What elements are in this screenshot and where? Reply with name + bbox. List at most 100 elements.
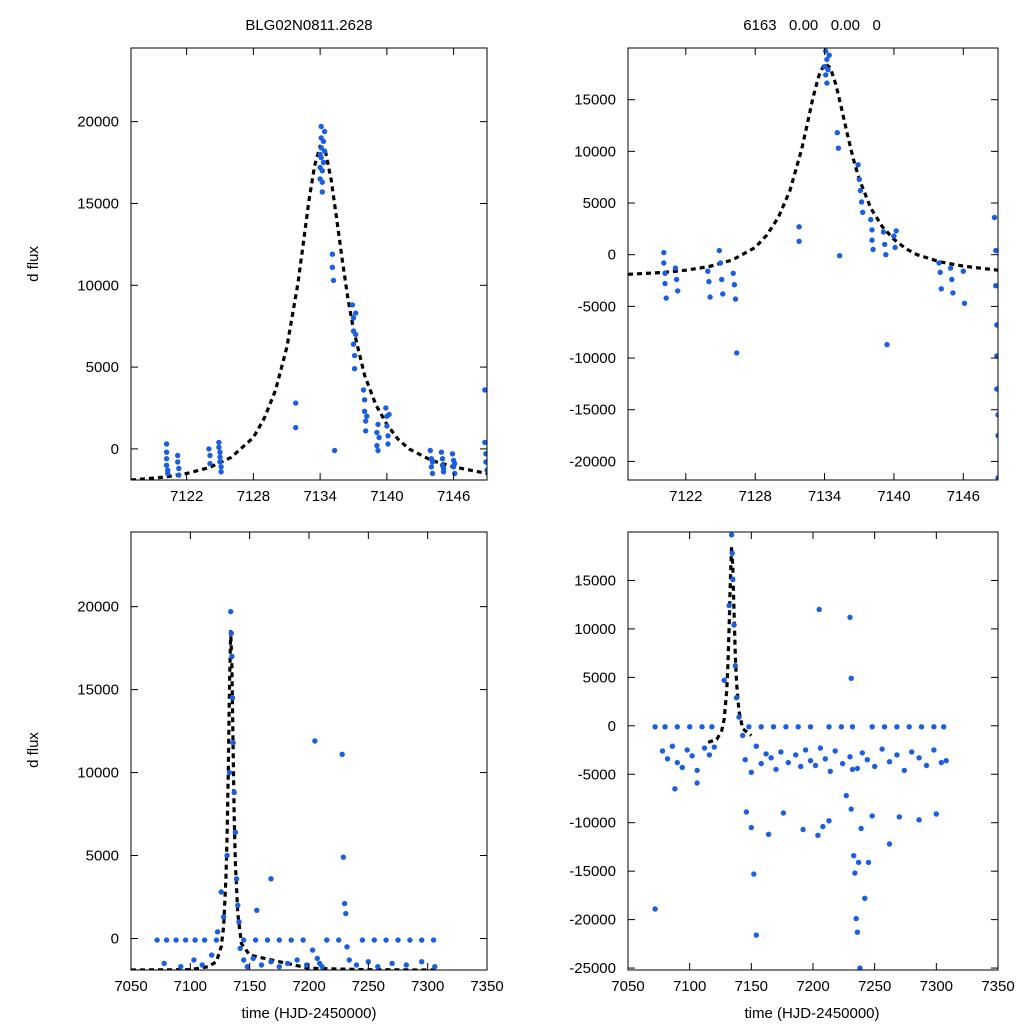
data-point [812,762,819,769]
data-point [793,752,799,758]
y-tick-label: 5000 [86,848,119,865]
plot-area-top-left: 7122 7128 7134 7140 7146 0 5000 10000 15000 20000 [77,47,488,505]
data-points-bottom-left [154,608,438,970]
data-point [780,810,787,816]
data-point [960,268,966,274]
y-tick-label: 10000 [574,621,616,638]
data-point [652,906,658,912]
data-point [881,724,888,730]
data-point [822,756,828,762]
y-tick-label: 0 [111,441,119,458]
data-point [213,937,220,943]
y-tick-label: -15000 [569,402,616,419]
x-tick-label: 7300 [920,978,953,995]
data-point [206,446,212,452]
data-point [175,452,181,459]
data-point [321,148,328,154]
data-point [868,216,874,223]
data-point [321,128,328,135]
data-point [427,447,433,454]
data-point [843,792,849,799]
data-point [389,960,395,967]
data-point [350,341,357,347]
data-point [834,130,840,136]
data-point [163,449,170,455]
data-point [318,154,324,161]
data-point [226,769,233,776]
data-point [689,753,695,759]
x-tick-label: 7146 [947,488,980,505]
data-point [351,352,358,359]
data-point [449,451,456,457]
data-point [309,947,316,953]
panel-bottom-right: time (HJD-2450000) 7050 7100 7150 7200 7250 7… [569,531,1015,1022]
data-point [661,260,667,266]
data-point [894,724,900,730]
data-point [936,260,942,266]
panel-title-top-right: 6163 0.00 0.00 0 [743,17,881,34]
data-point [995,412,998,418]
data-point [339,751,345,757]
y-tick-label: -5000 [578,766,616,783]
y-tick-label: 10000 [77,277,119,294]
data-point [870,246,876,253]
data-point [659,748,666,754]
data-point [891,233,897,239]
plot-frame-bottom-left [130,531,488,971]
x-axis-label-bottom-left: time (HJD-2450000) [241,1005,376,1022]
y-tick-label: 0 [608,718,616,735]
y-axis-label-top-left: d flux [25,246,42,282]
data-point [432,964,438,970]
data-point [994,322,998,328]
data-point [849,766,856,773]
data-point [300,937,306,943]
data-point [237,945,243,952]
data-point [862,895,868,901]
x-tick-label: 7250 [858,978,891,995]
data-point [276,964,282,970]
data-point [176,472,182,478]
data-points-bottom-right [652,532,949,970]
data-point [386,411,392,418]
data-point [711,744,717,750]
data-point [452,460,458,467]
data-point [375,964,381,970]
data-point [796,224,802,230]
data-point [768,755,774,761]
data-point [268,876,274,882]
x-tick-label: 7150 [735,978,768,995]
data-point [770,724,777,730]
data-point [860,209,866,215]
data-point [483,459,487,465]
data-point [807,724,814,730]
data-point [869,237,875,243]
data-point [923,762,930,769]
data-point [826,52,832,58]
data-point [943,758,949,764]
data-point [344,944,350,950]
data-point [224,852,230,859]
data-point [857,965,863,970]
data-point [852,870,858,876]
data-point [293,424,299,431]
data-point [838,724,845,730]
x-tick-label: 7100 [673,978,706,995]
data-point [173,937,179,943]
data-point [252,937,259,943]
data-point [361,408,368,414]
data-point [815,832,821,838]
data-point [707,294,713,300]
data-point [994,353,998,359]
data-point [827,768,833,774]
data-point [798,763,804,770]
data-point [916,817,922,823]
y-tick-label: 15000 [574,92,616,109]
y-tick-label: -20000 [569,912,616,929]
data-point [207,452,213,459]
data-point [385,441,391,447]
data-point [163,937,170,943]
data-point [961,300,968,306]
data-point [482,439,487,446]
data-point [218,889,224,895]
data-point [349,302,356,308]
